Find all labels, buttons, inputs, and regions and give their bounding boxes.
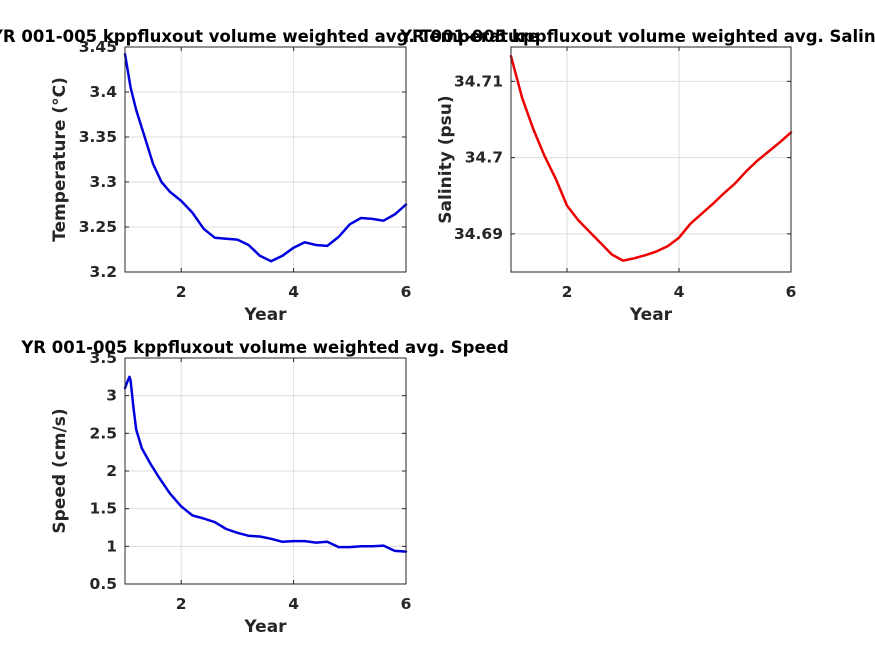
temperature-x-tick-label: 4 <box>288 283 299 301</box>
speed-y-tick-label: 2 <box>106 462 117 480</box>
speed-y-axis-label: Speed (cm/s) <box>50 408 70 533</box>
salinity-x-tick-label: 2 <box>562 283 573 301</box>
temperature-x-tick-label: 6 <box>401 283 412 301</box>
temperature-y-tick-label: 3.35 <box>79 128 117 146</box>
temperature-y-axis-label: Temperature (°C) <box>50 77 70 242</box>
speed-y-tick-label: 1 <box>106 537 117 555</box>
salinity-x-axis-label: Year <box>629 305 673 325</box>
speed-y-tick-label: 3.5 <box>90 349 117 367</box>
speed-chart-title: YR 001-005 kppfluxout volume weighted av… <box>20 338 508 357</box>
temperature-y-tick-label: 3.45 <box>79 38 117 56</box>
salinity-series-line <box>509 54 793 262</box>
temperature-y-tick-label: 3.3 <box>90 173 117 191</box>
salinity-y-tick-label: 34.69 <box>454 225 503 243</box>
speed-y-tick-label: 0.5 <box>90 575 117 593</box>
salinity-y-tick-label: 34.71 <box>454 72 503 90</box>
speed-x-tick-label: 2 <box>176 595 187 613</box>
salinity-plot-area <box>511 47 791 272</box>
speed-chart: 2 4 6 0.5 1 1.5 2 2.5 3 3.5 Year Speed (cm/s) YR 001… <box>20 338 508 637</box>
salinity-x-tick-label: 6 <box>786 283 797 301</box>
speed-x-tick-label: 4 <box>288 595 299 613</box>
temperature-y-tick-label: 3.25 <box>79 218 117 236</box>
speed-series-line <box>123 375 408 553</box>
speed-x-tick-label: 6 <box>401 595 412 613</box>
temperature-chart: 2 4 6 3.2 3.25 3.3 3.35 3.4 3.45 Year Temperature … <box>0 27 539 325</box>
temperature-x-axis-label: Year <box>243 305 287 325</box>
salinity-x-tick-label: 4 <box>674 283 685 301</box>
temperature-chart-title: YR 001-005 kppfluxout volume weighted av… <box>0 27 539 46</box>
temperature-y-tick-label: 3.4 <box>90 83 118 101</box>
temperature-axes-box <box>124 46 407 273</box>
temperature-series-line <box>123 52 408 263</box>
speed-y-tick-label: 3 <box>106 387 117 405</box>
salinity-chart: 2 4 6 34.69 34.7 34.71 Year Salinity (psu) YR 00… <box>399 27 875 325</box>
salinity-y-tick-label: 34.7 <box>465 149 503 167</box>
speed-axes-box <box>124 357 407 585</box>
temperature-plot-area <box>125 47 406 272</box>
salinity-chart-title: YR 001-005 kppfluxout volume weighted av… <box>399 27 875 46</box>
temperature-y-tick-label: 3.2 <box>90 263 117 281</box>
temperature-x-tick-label: 2 <box>176 283 187 301</box>
speed-y-tick-label: 1.5 <box>90 500 117 518</box>
speed-y-tick-label: 2.5 <box>90 424 117 442</box>
speed-x-axis-label: Year <box>243 617 287 637</box>
salinity-y-axis-label: Salinity (psu) <box>436 95 456 223</box>
salinity-axes-box <box>510 46 792 273</box>
